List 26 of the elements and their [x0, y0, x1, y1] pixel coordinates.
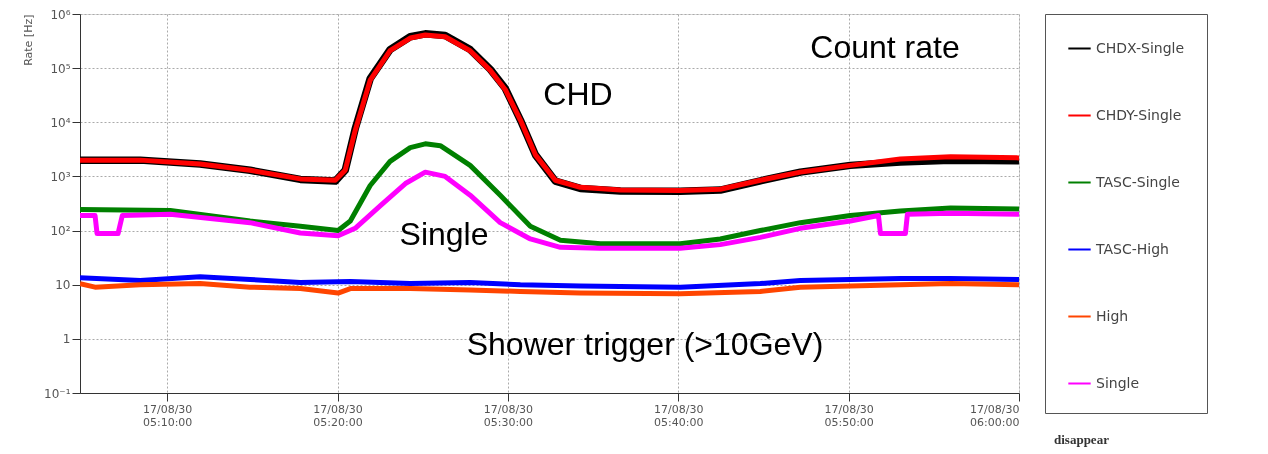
annotation: Shower trigger (>10GeV): [466, 326, 824, 362]
y-tick-label: 10⁻¹: [44, 386, 71, 401]
legend-label: High: [1096, 307, 1129, 324]
x-tick-label: 17/08/30 05:30:00: [483, 402, 534, 429]
y-tick-label: 10⁵: [50, 61, 71, 76]
y-tick-label: 10: [55, 278, 71, 293]
y-axis-title: Rate [Hz]: [22, 14, 36, 66]
x-tick-label: 17/08/30 05:10:00: [142, 402, 193, 429]
x-tick-label: 17/08/30 05:40:00: [654, 402, 704, 429]
y-tick-label: 10⁶: [50, 7, 71, 22]
x-tick-label: 17/08/30 05:50:00: [824, 402, 874, 429]
text: disappear: [1054, 432, 1110, 447]
legend-label: Single: [1096, 374, 1140, 391]
y-tick-label: 10²: [50, 224, 71, 239]
text: Count rate: [810, 29, 960, 65]
annotation: CHD: [543, 76, 613, 112]
y-tick-label: 10³: [50, 169, 71, 184]
annotation: Single: [399, 216, 489, 252]
x-tick-label: 17/08/30 05:20:00: [313, 402, 363, 429]
x-tick-label: 17/08/30 06:00:00: [970, 402, 1020, 429]
legend-label: TASC-Single: [1095, 173, 1180, 190]
y-tick-label: 10⁴: [50, 115, 71, 130]
y-tick-label: 1: [62, 332, 71, 347]
legend-label: CHDX-Single: [1096, 39, 1185, 56]
legend-label: TASC-High: [1095, 240, 1169, 257]
legend-label: CHDY-Single: [1096, 106, 1182, 123]
